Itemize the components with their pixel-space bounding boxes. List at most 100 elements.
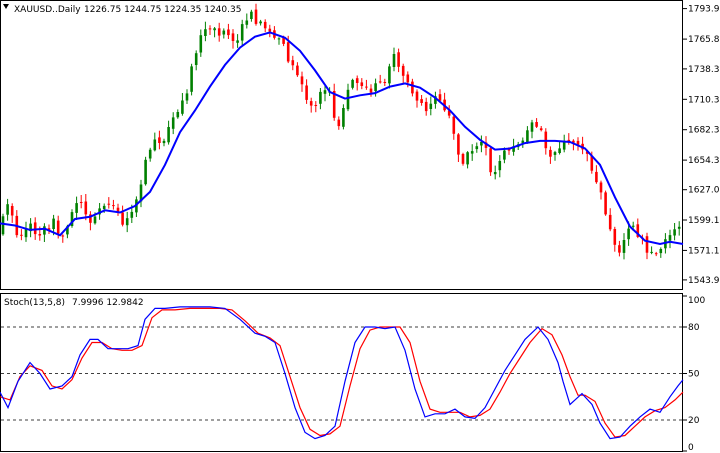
candle-body	[434, 96, 437, 104]
candle-body	[1, 216, 5, 235]
price-tick-label: 1793.90	[688, 5, 720, 15]
candle	[29, 218, 32, 238]
moving-average-line	[0, 31, 684, 246]
candle-body	[29, 223, 32, 232]
candle-body	[300, 76, 304, 85]
candle-body	[618, 245, 621, 253]
stochastic-panel: Stoch(13,5,8) 7.9996 12.9842 100 80 50 20 0	[0, 293, 705, 453]
candle-body	[461, 154, 465, 164]
candle	[227, 23, 230, 39]
candle-body	[259, 21, 262, 24]
candle	[604, 190, 607, 216]
price-panel-ohlc: 1226.75 1244.75 1224.35 1240.35	[84, 5, 241, 15]
stochastic-tick-label: 80	[688, 323, 700, 333]
candle-body	[480, 141, 483, 146]
candle-body	[332, 91, 336, 118]
candle-body	[645, 236, 649, 253]
candle-body	[337, 119, 341, 127]
candle	[144, 156, 147, 186]
candle-body	[562, 141, 566, 150]
candle-body	[291, 60, 295, 66]
candle-body	[171, 117, 175, 129]
candle-body	[392, 54, 396, 67]
stochastic-title: Stoch(13,5,8)	[4, 298, 65, 308]
candle-body	[98, 208, 101, 215]
candle-body	[75, 203, 78, 213]
candle-body	[503, 150, 506, 160]
candle	[84, 194, 88, 221]
candle	[240, 19, 244, 46]
candle-body	[102, 205, 106, 210]
candle	[176, 109, 180, 119]
candle-body	[130, 211, 134, 218]
candle-body	[245, 20, 249, 25]
candle-body	[475, 146, 479, 150]
candle	[466, 151, 469, 169]
candle	[314, 101, 318, 113]
candle-body	[199, 35, 203, 53]
candle	[259, 19, 262, 26]
candle-body	[526, 130, 529, 143]
candle	[411, 78, 414, 97]
candle	[107, 197, 111, 209]
price-tick-label: 1599.10	[688, 216, 720, 226]
price-tick-label: 1682.30	[688, 126, 720, 136]
candle	[558, 141, 561, 155]
price-tick-label: 1738.30	[688, 65, 720, 75]
candle	[20, 229, 23, 241]
candle	[162, 138, 166, 147]
candle	[553, 150, 557, 161]
candle	[360, 78, 364, 90]
candle-body	[158, 137, 161, 143]
candle-body	[466, 152, 469, 165]
candle-body	[47, 228, 51, 230]
candle	[378, 74, 382, 84]
candle	[139, 179, 143, 208]
candle	[89, 211, 92, 231]
candle	[388, 63, 391, 89]
candle-body	[167, 127, 170, 143]
price-tick-label: 1543.90	[688, 276, 720, 286]
candle	[549, 146, 552, 164]
stochastic-panel-frame	[0, 293, 683, 452]
candle	[208, 25, 212, 35]
candle	[434, 91, 437, 109]
candle-body	[6, 204, 9, 215]
candle	[673, 223, 676, 241]
candle	[309, 97, 313, 113]
candle-body	[240, 24, 244, 41]
candle-body	[208, 28, 212, 30]
candle-body	[627, 228, 630, 240]
candle-body	[388, 66, 391, 84]
candle-body	[567, 139, 571, 142]
candle	[250, 9, 253, 22]
candle	[277, 37, 281, 45]
candle-body	[84, 201, 88, 215]
candle-body	[213, 28, 216, 31]
candle	[355, 75, 359, 91]
candle-body	[585, 151, 589, 154]
candle-body	[369, 88, 373, 93]
candle	[24, 221, 28, 242]
candle-body	[351, 79, 354, 88]
candle	[475, 142, 479, 153]
candle	[43, 223, 46, 242]
candle	[199, 29, 203, 57]
candle-body	[254, 9, 258, 24]
candle	[213, 27, 216, 38]
candle-body	[89, 214, 92, 223]
candle	[351, 78, 354, 90]
candle	[599, 180, 603, 200]
candle	[217, 22, 221, 42]
candle	[75, 196, 78, 220]
candle	[79, 195, 83, 209]
candle-body	[222, 30, 226, 35]
candle-body	[677, 226, 681, 229]
candle-body	[296, 65, 299, 76]
candle	[190, 63, 193, 96]
candle-body	[631, 225, 635, 227]
candle-body	[112, 205, 115, 207]
candle	[452, 113, 456, 140]
candle-body	[66, 226, 69, 235]
